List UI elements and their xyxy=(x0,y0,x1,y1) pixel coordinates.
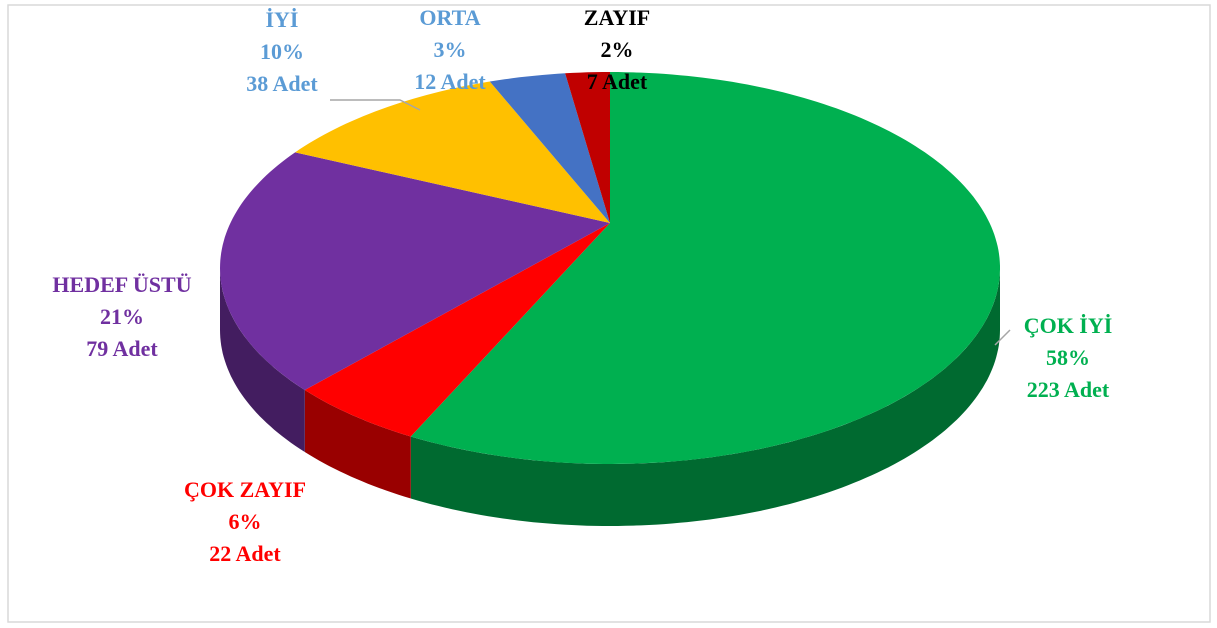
label-percent: 2% xyxy=(601,37,634,62)
label-percent: 58% xyxy=(1046,345,1090,370)
label-value: 38 Adet xyxy=(246,71,318,96)
label-value: 7 Adet xyxy=(587,69,648,94)
label-value: 79 Adet xyxy=(86,336,158,361)
label-value: 223 Adet xyxy=(1027,377,1110,402)
label-category: ZAYIF xyxy=(584,5,650,30)
slice-side xyxy=(304,390,411,499)
label-value: 12 Adet xyxy=(414,69,486,94)
label-percent: 6% xyxy=(229,509,262,534)
leader-line xyxy=(994,329,1011,346)
slice xyxy=(489,73,610,223)
label-category: İYİ xyxy=(265,7,298,32)
slice-side xyxy=(220,268,305,452)
label-percent: 3% xyxy=(434,37,467,62)
slice xyxy=(304,223,610,437)
label-category: ORTA xyxy=(419,5,480,30)
label-percent: 10% xyxy=(260,39,304,64)
slice xyxy=(295,81,610,223)
label-category: ÇOK ZAYIF xyxy=(184,477,306,502)
label-percent: 21% xyxy=(100,304,144,329)
slice xyxy=(565,72,610,223)
leader-line xyxy=(330,99,421,111)
slice xyxy=(410,72,1000,464)
label-category: ÇOK İYİ xyxy=(1024,313,1113,338)
label-value: 22 Adet xyxy=(209,541,281,566)
slice-side xyxy=(410,268,1000,526)
label-category: HEDEF ÜSTÜ xyxy=(52,272,191,297)
slice xyxy=(220,152,610,390)
